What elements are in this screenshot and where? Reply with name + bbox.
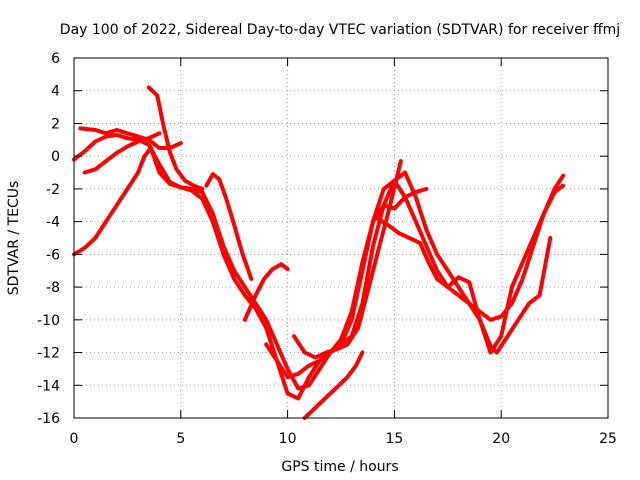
x-axis-label: GPS time / hours: [281, 459, 398, 475]
series-line-track-9: [302, 350, 365, 420]
y-tick-label: -4: [46, 215, 60, 231]
chart-title: Day 100 of 2022, Sidereal Day-to-day VTE…: [60, 22, 620, 38]
axis-ticks: 0 5 10 15 20 25 -16 -14 -12 -10 -8 -6 -4 -2 0 2 4 6: [37, 51, 617, 447]
series-layer: [72, 85, 566, 420]
y-tick-label: -2: [46, 182, 60, 198]
y-tick-label: -12: [37, 346, 60, 362]
x-tick-label: 0: [70, 431, 79, 447]
y-tick-label: 4: [51, 84, 60, 100]
series-line-track-8: [264, 186, 429, 380]
series-line-track-11: [292, 159, 403, 360]
plot-frame: [73, 57, 609, 419]
series-line-track-6: [204, 172, 254, 281]
grid-lines: [74, 58, 608, 418]
y-tick-label: -8: [46, 280, 60, 296]
y-tick-label: -6: [46, 247, 60, 263]
y-tick-label: -14: [37, 378, 60, 394]
series-line-track-5: [146, 85, 205, 191]
series-line-track-10: [375, 216, 553, 355]
y-tick-label: 6: [51, 51, 60, 67]
y-tick-label: -16: [37, 411, 60, 427]
series-line-track-4: [82, 131, 162, 175]
series-line-track-7: [242, 262, 290, 322]
y-tick-label: 0: [51, 149, 60, 165]
x-tick-label: 5: [176, 431, 185, 447]
x-tick-label: 15: [385, 431, 403, 447]
x-tick-label: 10: [279, 431, 297, 447]
y-tick-label: -10: [37, 313, 60, 329]
x-tick-label: 25: [599, 431, 617, 447]
y-tick-label: 2: [51, 116, 60, 132]
y-axis-label: SDTVAR / TECUs: [6, 181, 22, 296]
x-tick-label: 20: [492, 431, 510, 447]
series-line-track-2: [72, 132, 566, 401]
series-line-track-3: [78, 126, 183, 150]
